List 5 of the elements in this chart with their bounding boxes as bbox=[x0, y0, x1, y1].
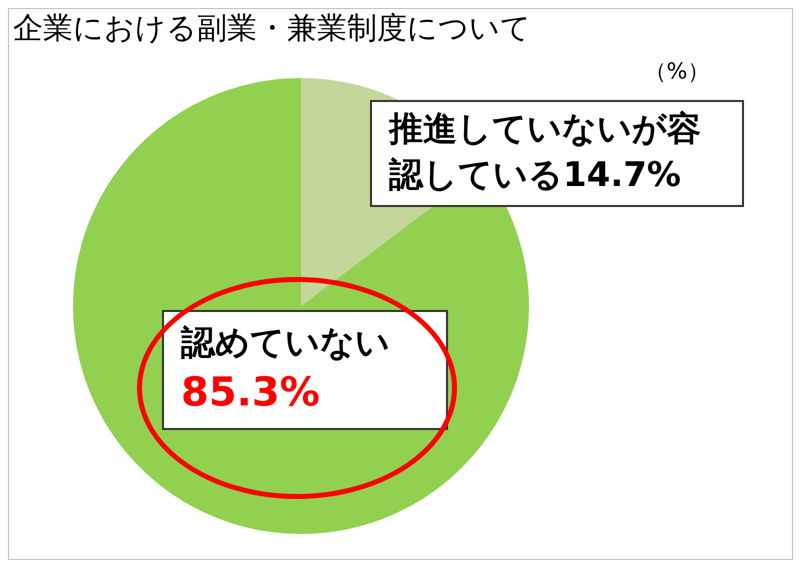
data-label: 85.3% bbox=[181, 369, 320, 416]
chart-title: 企業における副業・兼業制度について bbox=[13, 10, 531, 46]
slice-label: 推進していないが容認している14.7% bbox=[388, 108, 701, 195]
text: （%） bbox=[644, 60, 710, 85]
slice-label: 認めていない bbox=[180, 322, 390, 363]
